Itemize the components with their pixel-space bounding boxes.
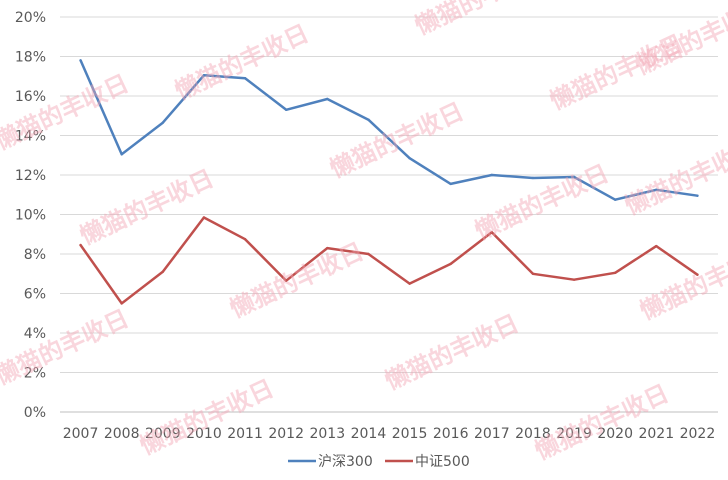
x-tick-label: 2008 bbox=[104, 426, 140, 442]
y-tick-label: 4% bbox=[24, 326, 46, 342]
data-point bbox=[243, 77, 247, 80]
x-tick-label: 2013 bbox=[309, 426, 345, 442]
data-point bbox=[449, 262, 452, 266]
data-point bbox=[79, 243, 82, 247]
y-tick-label: 6% bbox=[24, 287, 46, 303]
data-point bbox=[367, 118, 370, 121]
watermark-text: 懒猫的丰收日 bbox=[76, 164, 218, 250]
data-point bbox=[161, 121, 165, 124]
data-point bbox=[408, 282, 411, 285]
x-tick-label: 2014 bbox=[351, 426, 387, 442]
series-lines bbox=[79, 59, 699, 305]
data-point bbox=[367, 252, 370, 256]
x-tick-label: 2007 bbox=[63, 426, 99, 442]
data-point bbox=[696, 194, 699, 197]
y-tick-label: 20% bbox=[15, 10, 46, 26]
y-tick-label: 0% bbox=[24, 405, 46, 421]
watermark-text: 懒猫的丰收日 bbox=[226, 237, 368, 323]
data-point bbox=[449, 182, 452, 186]
y-tick-label: 10% bbox=[15, 208, 46, 224]
watermark-text: 懒猫的丰收日 bbox=[0, 69, 133, 155]
data-point bbox=[120, 302, 123, 305]
y-axis-ticks: 0% 2% 4% 6% 8% 10% 12% 14% 16% 18% 20% bbox=[15, 10, 46, 421]
y-tick-label: 16% bbox=[15, 89, 46, 105]
data-point bbox=[79, 59, 82, 62]
x-tick-label: 2012 bbox=[268, 426, 304, 442]
watermark-text: 懒猫的丰收日 bbox=[621, 134, 728, 220]
x-tick-label: 2019 bbox=[556, 426, 592, 442]
data-point bbox=[490, 173, 494, 177]
watermark-text: 懒猫的丰收日 bbox=[136, 374, 278, 460]
data-point bbox=[613, 271, 617, 274]
data-point bbox=[326, 246, 329, 250]
data-point bbox=[490, 231, 494, 234]
y-tick-label: 12% bbox=[15, 168, 46, 184]
x-axis-ticks: 2007 2008 2009 2010 2011 2012 2013 2014 2015 2016… bbox=[63, 426, 716, 442]
x-tick-label: 2015 bbox=[392, 426, 428, 442]
watermark-text: 懒猫的丰收日 bbox=[0, 304, 133, 390]
data-point bbox=[408, 157, 411, 160]
data-point bbox=[655, 244, 658, 248]
data-point bbox=[531, 176, 535, 180]
legend: 沪深300 中证500 bbox=[288, 454, 470, 470]
legend-label: 沪深300 bbox=[318, 454, 373, 470]
data-point bbox=[326, 97, 329, 101]
data-point bbox=[202, 216, 206, 219]
y-tick-label: 14% bbox=[15, 129, 46, 145]
x-tick-label: 2018 bbox=[515, 426, 551, 442]
watermark-text: 懒猫的丰收日 bbox=[381, 309, 523, 395]
x-tick-label: 2016 bbox=[433, 426, 469, 442]
x-tick-label: 2011 bbox=[227, 426, 263, 442]
watermark-text: 懒猫的丰收日 bbox=[171, 19, 313, 105]
x-tick-label: 2021 bbox=[638, 426, 674, 442]
data-point bbox=[613, 198, 617, 201]
y-tick-label: 18% bbox=[15, 50, 46, 66]
x-tick-label: 2017 bbox=[474, 426, 510, 442]
data-point bbox=[572, 175, 576, 179]
x-tick-label: 2020 bbox=[597, 426, 633, 442]
data-point bbox=[284, 108, 288, 112]
data-point bbox=[655, 188, 658, 192]
x-tick-label: 2010 bbox=[186, 426, 222, 442]
watermark-text: 懒猫的丰收日 bbox=[411, 0, 553, 40]
data-point bbox=[161, 270, 165, 273]
watermark-text: 懒猫的丰收日 bbox=[636, 239, 728, 325]
series-line-hs300 bbox=[79, 59, 699, 201]
data-point bbox=[572, 278, 576, 281]
data-point bbox=[243, 237, 247, 241]
x-tick-label: 2022 bbox=[680, 426, 716, 442]
data-point bbox=[120, 153, 123, 156]
data-point bbox=[696, 273, 699, 276]
watermark-text: 懒猫的丰收日 bbox=[531, 379, 673, 465]
y-tick-label: 2% bbox=[24, 366, 46, 382]
y-tick-label: 8% bbox=[24, 247, 46, 263]
data-point bbox=[284, 279, 288, 282]
series-line-csi500 bbox=[79, 216, 699, 305]
watermark-text: 懒猫的丰收日 bbox=[471, 159, 613, 245]
x-tick-label: 2009 bbox=[145, 426, 181, 442]
watermark-text: 懒猫的丰收日 bbox=[631, 0, 728, 80]
gridlines bbox=[60, 16, 718, 413]
legend-label: 中证500 bbox=[415, 454, 470, 470]
data-point bbox=[531, 272, 535, 275]
data-point bbox=[202, 74, 206, 77]
